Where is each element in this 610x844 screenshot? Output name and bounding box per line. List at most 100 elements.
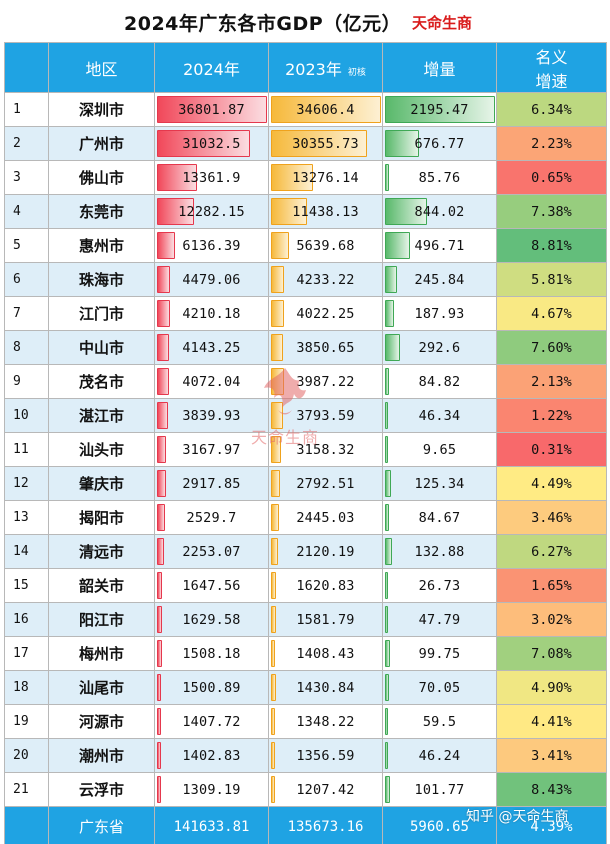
rank-cell: 4 — [4, 194, 49, 229]
gdp-2024-bar — [157, 198, 194, 225]
gdp-2023-bar — [271, 470, 280, 497]
zhihu-credit: 知乎 @天命生商 — [466, 809, 569, 825]
growth-rate-cell: 7.60% — [496, 330, 607, 365]
header-growth-line2: 增速 — [535, 71, 568, 91]
growth-rate-cell: 4.90% — [496, 670, 607, 705]
gdp-2024-bar — [157, 368, 170, 395]
gdp-2024-cell: 4210.18 — [154, 296, 269, 331]
increase-cell: 125.34 — [382, 466, 497, 501]
gdp-2024-cell: 3839.93 — [154, 398, 269, 433]
header-2023-note: 初核 — [347, 67, 366, 78]
gdp-2023-cell: 1356.59 — [268, 738, 383, 773]
gdp-table: 地区 2024年 2023年 初核 增量 名义 增速 1 深圳市 36801.87 346… — [4, 42, 607, 844]
table-row: 14 清远市 2253.07 2120.19 132.88 6.27% — [4, 534, 607, 569]
table-row: 3 佛山市 13361.9 13276.14 85.76 0.65% — [4, 160, 607, 195]
increase-cell: 132.88 — [382, 534, 497, 569]
gdp-2024-cell: 1402.83 — [154, 738, 269, 773]
rank-cell: 2 — [4, 126, 49, 161]
increase-bar — [385, 708, 388, 735]
gdp-2024-value: 1407.72 — [182, 713, 241, 730]
gdp-2024-value: 4072.04 — [182, 373, 241, 390]
gdp-2024-value: 12282.15 — [178, 203, 245, 220]
total-2024: 141633.81 — [154, 806, 269, 844]
increase-value: 245.84 — [414, 271, 465, 288]
city-cell: 珠海市 — [48, 262, 155, 297]
gdp-2024-bar — [157, 674, 162, 701]
increase-value: 46.24 — [418, 747, 461, 764]
header-region: 地区 — [48, 42, 155, 93]
increase-cell: 59.5 — [382, 704, 497, 739]
gdp-2023-value: 4233.22 — [296, 271, 355, 288]
rank-cell: 19 — [4, 704, 49, 739]
city-cell: 茂名市 — [48, 364, 155, 399]
city-cell: 湛江市 — [48, 398, 155, 433]
gdp-2023-cell: 1348.22 — [268, 704, 383, 739]
gdp-2024-value: 1647.56 — [182, 577, 241, 594]
gdp-2023-value: 3793.59 — [296, 407, 355, 424]
gdp-2023-cell: 34606.4 — [268, 92, 383, 127]
gdp-2024-bar — [157, 742, 162, 769]
rank-cell: 6 — [4, 262, 49, 297]
gdp-2024-cell: 4479.06 — [154, 262, 269, 297]
gdp-2023-bar — [271, 742, 276, 769]
gdp-2024-cell: 1508.18 — [154, 636, 269, 671]
chart-title: 2024年广东各市GDP（亿元） — [124, 13, 402, 35]
increase-value: 2195.47 — [410, 101, 469, 118]
increase-cell: 99.75 — [382, 636, 497, 671]
rank-cell: 16 — [4, 602, 49, 637]
city-cell: 佛山市 — [48, 160, 155, 195]
table-row: 15 韶关市 1647.56 1620.83 26.73 1.65% — [4, 568, 607, 603]
increase-cell: 46.34 — [382, 398, 497, 433]
gdp-2024-cell: 2253.07 — [154, 534, 269, 569]
gdp-2023-cell: 1408.43 — [268, 636, 383, 671]
gdp-2023-bar — [271, 708, 276, 735]
header-rank — [4, 42, 49, 93]
increase-value: 132.88 — [414, 543, 465, 560]
growth-rate-cell: 8.43% — [496, 772, 607, 807]
gdp-2023-cell: 30355.73 — [268, 126, 383, 161]
city-cell: 中山市 — [48, 330, 155, 365]
growth-rate-cell: 3.41% — [496, 738, 607, 773]
table-row: 2 广州市 31032.5 30355.73 676.77 2.23% — [4, 126, 607, 161]
gdp-2023-value: 1408.43 — [296, 645, 355, 662]
city-cell: 潮州市 — [48, 738, 155, 773]
gdp-2023-value: 1620.83 — [296, 577, 355, 594]
gdp-2024-cell: 13361.9 — [154, 160, 269, 195]
increase-bar — [385, 436, 388, 463]
gdp-2024-cell: 36801.87 — [154, 92, 269, 127]
city-cell: 广州市 — [48, 126, 155, 161]
increase-value: 9.65 — [422, 441, 457, 458]
gdp-2023-bar — [271, 504, 279, 531]
gdp-2023-cell: 1620.83 — [268, 568, 383, 603]
header-2023-label: 2023年 — [285, 59, 342, 79]
table-row: 6 珠海市 4479.06 4233.22 245.84 5.81% — [4, 262, 607, 297]
gdp-2024-value: 1402.83 — [182, 747, 241, 764]
increase-value: 59.5 — [422, 713, 457, 730]
gdp-2023-value: 11438.13 — [292, 203, 359, 220]
increase-bar — [385, 572, 388, 599]
growth-rate-cell: 1.65% — [496, 568, 607, 603]
increase-value: 496.71 — [414, 237, 465, 254]
header-2023: 2023年 初核 — [268, 42, 383, 93]
gdp-2023-value: 4022.25 — [296, 305, 355, 322]
gdp-2024-cell: 3167.97 — [154, 432, 269, 467]
gdp-2024-bar — [157, 130, 250, 157]
city-cell: 清远市 — [48, 534, 155, 569]
rank-cell: 11 — [4, 432, 49, 467]
gdp-2024-bar — [157, 96, 267, 123]
city-cell: 汕头市 — [48, 432, 155, 467]
gdp-2023-value: 1348.22 — [296, 713, 355, 730]
rank-cell: 14 — [4, 534, 49, 569]
gdp-2024-bar — [157, 164, 197, 191]
gdp-2024-value: 6136.39 — [182, 237, 241, 254]
growth-rate-cell: 4.67% — [496, 296, 607, 331]
increase-cell: 101.77 — [382, 772, 497, 807]
gdp-2023-bar — [271, 674, 276, 701]
gdp-2023-cell: 5639.68 — [268, 228, 383, 263]
increase-value: 70.05 — [418, 679, 461, 696]
header-growth-line1: 名义 — [535, 47, 568, 67]
gdp-2024-value: 1629.58 — [182, 611, 241, 628]
gdp-2024-bar — [157, 640, 162, 667]
table-row: 16 阳江市 1629.58 1581.79 47.79 3.02% — [4, 602, 607, 637]
table-row: 18 汕尾市 1500.89 1430.84 70.05 4.90% — [4, 670, 607, 705]
